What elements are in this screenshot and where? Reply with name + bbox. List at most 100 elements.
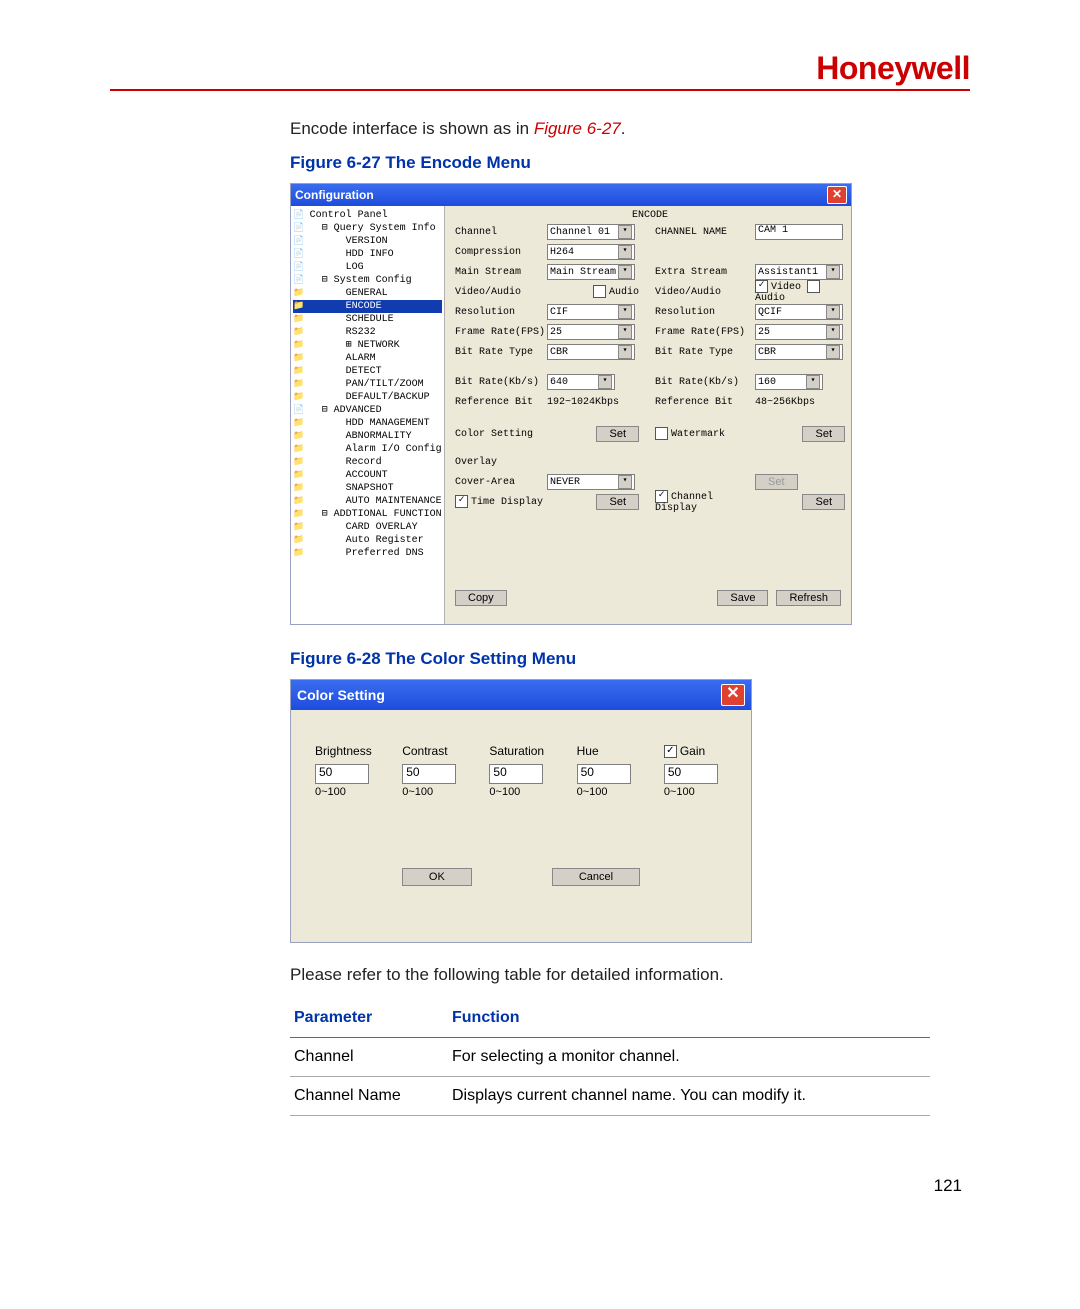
tree-item[interactable]: Record — [293, 456, 442, 469]
color-param-label: Hue — [577, 744, 640, 762]
audio-checkbox-r[interactable] — [807, 280, 820, 293]
fps-select-r[interactable]: 25▾ — [755, 324, 843, 340]
tree-item[interactable]: Auto Register — [293, 534, 442, 547]
figure-27-caption: Figure 6-27 The Encode Menu — [290, 153, 970, 173]
tree-item[interactable]: PAN/TILT/ZOOM — [293, 378, 442, 391]
brk-select-l[interactable]: 640▾ — [547, 374, 615, 390]
audio-checkbox-l[interactable] — [593, 285, 606, 298]
channel-display-checkbox[interactable]: ✓ — [655, 490, 668, 503]
fps-select-l[interactable]: 25▾ — [547, 324, 635, 340]
tree-item[interactable]: HDD MANAGEMENT — [293, 417, 442, 430]
channel-select[interactable]: Channel 01▾ — [547, 224, 635, 240]
param-cell: Channel — [290, 1038, 448, 1077]
time-display-checkbox[interactable]: ✓ — [455, 495, 468, 508]
tree-item[interactable]: CARD OVERLAY — [293, 521, 442, 534]
tree-item[interactable]: DETECT — [293, 365, 442, 378]
tree-item[interactable]: ⊞ NETWORK — [293, 339, 442, 352]
save-button[interactable]: Save — [717, 590, 768, 606]
compression-label: Compression — [455, 247, 547, 258]
video-audio-label-l: Video/Audio — [455, 287, 547, 298]
video-label: Video — [771, 282, 801, 293]
table-row: ChannelFor selecting a monitor channel. — [290, 1038, 930, 1077]
tree-item[interactable]: ⊟ ADVANCED — [293, 404, 442, 417]
chevron-down-icon: ▾ — [598, 375, 612, 389]
cover-area-select[interactable]: NEVER▾ — [547, 474, 635, 490]
color-param-input[interactable]: 50 — [577, 764, 631, 784]
tree-item[interactable]: ALARM — [293, 352, 442, 365]
chevron-down-icon: ▾ — [826, 305, 840, 319]
tree-item[interactable]: LOG — [293, 261, 442, 274]
chevron-down-icon: ▾ — [618, 245, 632, 259]
color-setting-row: Brightness500~100Contrast500~100Saturati… — [315, 744, 727, 798]
channel-name-input[interactable]: CAM 1 — [755, 224, 843, 240]
watermark-set-button[interactable]: Set — [802, 426, 845, 442]
tree-item[interactable]: ⊟ Query System Info — [293, 222, 442, 235]
watermark-label: Watermark — [671, 430, 725, 441]
tree-item[interactable]: Control Panel — [293, 209, 442, 222]
color-param-input[interactable]: 50 — [489, 764, 543, 784]
configuration-window: Configuration ✕ Control Panel ⊟ Query Sy… — [290, 183, 852, 625]
color-param-input[interactable]: 50 — [664, 764, 718, 784]
copy-button[interactable]: Copy — [455, 590, 507, 606]
tree-item[interactable]: SCHEDULE — [293, 313, 442, 326]
fps-label-l: Frame Rate(FPS) — [455, 327, 547, 338]
main-stream-select[interactable]: Main Stream▾ — [547, 264, 635, 280]
color-param-input[interactable]: 50 — [315, 764, 369, 784]
color-param-input[interactable]: 50 — [402, 764, 456, 784]
tree-item[interactable]: RS232 — [293, 326, 442, 339]
color-setting-set-button[interactable]: Set — [596, 426, 639, 442]
tree-item[interactable]: Alarm I/O Config — [293, 443, 442, 456]
tree-item[interactable]: DEFAULT/BACKUP — [293, 391, 442, 404]
brt-label-r: Bit Rate Type — [639, 347, 755, 358]
audio-label: Audio — [609, 288, 639, 299]
table-row: Channel NameDisplays current channel nam… — [290, 1077, 930, 1116]
time-display-set-button[interactable]: Set — [596, 494, 639, 510]
close-icon[interactable]: ✕ — [827, 186, 847, 204]
brt-select-l[interactable]: CBR▾ — [547, 344, 635, 360]
resolution-select-r[interactable]: QCIF▾ — [755, 304, 843, 320]
after-28-text: Please refer to the following table for … — [290, 965, 970, 985]
audio-label-r: Audio — [755, 293, 785, 304]
close-icon[interactable]: ✕ — [721, 684, 745, 706]
gain-checkbox[interactable]: ✓ — [664, 745, 677, 758]
video-checkbox-r[interactable]: ✓ — [755, 280, 768, 293]
brk-label-r: Bit Rate(Kb/s) — [639, 377, 755, 388]
panel-title: ENCODE — [455, 210, 845, 221]
titlebar: Configuration ✕ — [291, 184, 851, 206]
color-setting-column: Brightness500~100 — [315, 744, 378, 798]
color-param-label: ✓Gain — [664, 744, 727, 762]
color-setting-column: Contrast500~100 — [402, 744, 465, 798]
tree-item[interactable]: SNAPSHOT — [293, 482, 442, 495]
cancel-button[interactable]: Cancel — [552, 868, 640, 886]
window-title-28: Color Setting — [297, 687, 385, 703]
watermark-checkbox[interactable] — [655, 427, 668, 440]
brk-label-l: Bit Rate(Kb/s) — [455, 377, 547, 388]
chevron-down-icon: ▾ — [618, 475, 632, 489]
tree-item[interactable]: ⊟ ADDTIONAL FUNCTION — [293, 508, 442, 521]
brt-select-r[interactable]: CBR▾ — [755, 344, 843, 360]
resolution-label-l: Resolution — [455, 307, 547, 318]
header-rule — [110, 89, 970, 91]
table-header-function: Function — [448, 999, 930, 1038]
extra-stream-select[interactable]: Assistant1▾ — [755, 264, 843, 280]
figure-ref: Figure 6-27 — [534, 119, 621, 138]
tree-item[interactable]: HDD INFO — [293, 248, 442, 261]
tree-item[interactable]: GENERAL — [293, 287, 442, 300]
color-param-range: 0~100 — [315, 786, 378, 798]
tree-item[interactable]: AUTO MAINTENANCE — [293, 495, 442, 508]
refresh-button[interactable]: Refresh — [776, 590, 841, 606]
tree-item[interactable]: ABNORMALITY — [293, 430, 442, 443]
channel-display-set-button[interactable]: Set — [802, 494, 845, 510]
tree-item[interactable]: VERSION — [293, 235, 442, 248]
tree-item[interactable]: Preferred DNS — [293, 547, 442, 560]
chevron-down-icon: ▾ — [826, 325, 840, 339]
compression-select[interactable]: H264▾ — [547, 244, 635, 260]
brk-select-r[interactable]: 160▾ — [755, 374, 823, 390]
ok-button[interactable]: OK — [402, 868, 472, 886]
tree-item[interactable]: ⊟ System Config — [293, 274, 442, 287]
resolution-select-l[interactable]: CIF▾ — [547, 304, 635, 320]
color-param-range: 0~100 — [402, 786, 465, 798]
nav-tree[interactable]: Control Panel ⊟ Query System Info VERSIO… — [291, 206, 445, 624]
tree-item[interactable]: ACCOUNT — [293, 469, 442, 482]
tree-item[interactable]: ENCODE — [293, 300, 442, 313]
